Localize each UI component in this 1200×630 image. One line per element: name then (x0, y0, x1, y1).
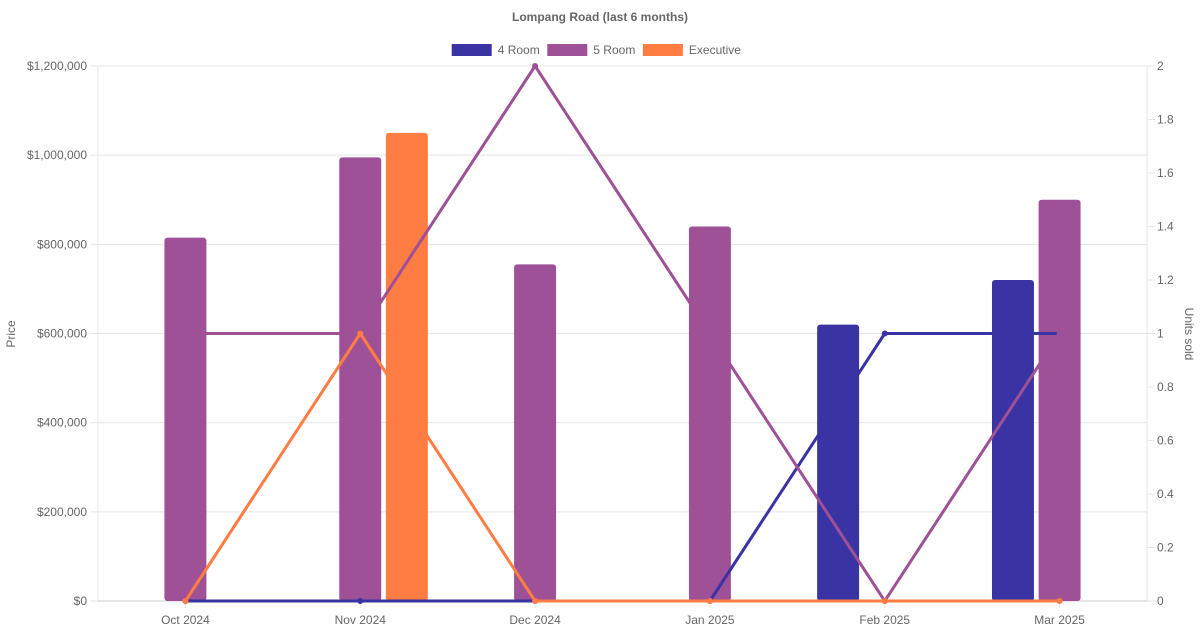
line-point (182, 598, 189, 604)
bar (1038, 199, 1081, 601)
bar (991, 280, 1034, 601)
legend-label: 4 Room (498, 43, 540, 57)
series-line (184, 332, 1060, 603)
bar (164, 237, 207, 602)
legend-swatch (451, 44, 492, 56)
y-tick-label: $200,000 (37, 505, 87, 519)
y2-tick-label: 1.2 (1157, 273, 1174, 287)
line-point (706, 598, 713, 604)
y2-axis-title: Units sold (1182, 308, 1196, 361)
x-tick-label: Dec 2024 (509, 613, 561, 627)
chart-title: Lompang Road (last 6 months) (512, 10, 688, 24)
bar (385, 132, 428, 601)
x-tick-label: Feb 2025 (859, 613, 910, 627)
x-axis: Oct 2024 Nov 2024 Dec 2024 Jan 2025 Feb 2025… (161, 613, 1085, 627)
series-line (185, 332, 1060, 603)
y2-tick-label: 1 (1157, 327, 1164, 341)
series-line (185, 64, 1061, 603)
legend-item[interactable]: Executive (642, 43, 741, 57)
line-point (532, 598, 539, 604)
y2-tick-label: 0.4 (1157, 487, 1174, 501)
legend-label: Executive (689, 43, 741, 57)
y-tick-label: $800,000 (37, 237, 87, 251)
y-axis-title: Price (4, 320, 18, 348)
y2-tick-label: 2 (1157, 59, 1164, 73)
y2-tick-label: 0.6 (1157, 434, 1174, 448)
bar (339, 157, 382, 602)
legend-swatch (547, 44, 588, 56)
line-point (881, 330, 888, 337)
line-point (182, 330, 189, 337)
line-point (881, 598, 888, 604)
x-tick-label: Mar 2025 (1034, 613, 1085, 627)
legend-item[interactable]: 4 Room (451, 43, 540, 57)
line-point (532, 63, 539, 69)
bar (688, 226, 731, 601)
line-point (706, 330, 713, 337)
x-tick-label: Oct 2024 (161, 613, 210, 627)
x-tick-label: Nov 2024 (335, 613, 387, 627)
y2-tick-label: 0 (1157, 594, 1164, 608)
y-tick-label: $0 (74, 594, 88, 608)
legend[interactable]: 4 Room 5 Room Executive (451, 43, 742, 57)
legend-swatch (642, 44, 683, 56)
y2-tick-label: 0.2 (1157, 541, 1174, 555)
y-axis-right: 0 0.2 0.4 0.6 0.8 1 1.2 1.4 1.6 1.8 2 (1157, 59, 1174, 608)
y2-tick-label: 1.8 (1157, 113, 1174, 127)
line-point (357, 330, 364, 337)
y2-tick-label: 1.6 (1157, 166, 1174, 180)
y-tick-label: $400,000 (37, 416, 87, 430)
legend-item[interactable]: 5 Room (547, 43, 635, 57)
y-axis-left: $0 $200,000 $400,000 $600,000 $800,000 $1,000… (27, 59, 87, 608)
legend-label: 5 Room (593, 43, 635, 57)
x-tick-label: Jan 2025 (685, 613, 735, 627)
bar (514, 264, 557, 601)
y2-tick-label: 1.4 (1157, 220, 1174, 234)
bar-series (164, 132, 1081, 602)
line-point (1056, 598, 1063, 604)
y-tick-label: $600,000 (37, 327, 87, 341)
bar (817, 324, 860, 601)
y-tick-label: $1,200,000 (27, 59, 87, 73)
y-tick-label: $1,000,000 (27, 148, 87, 162)
y2-tick-label: 0.8 (1157, 380, 1174, 394)
line-series (182, 63, 1063, 604)
line-point (357, 598, 364, 604)
line-point (1056, 330, 1063, 337)
